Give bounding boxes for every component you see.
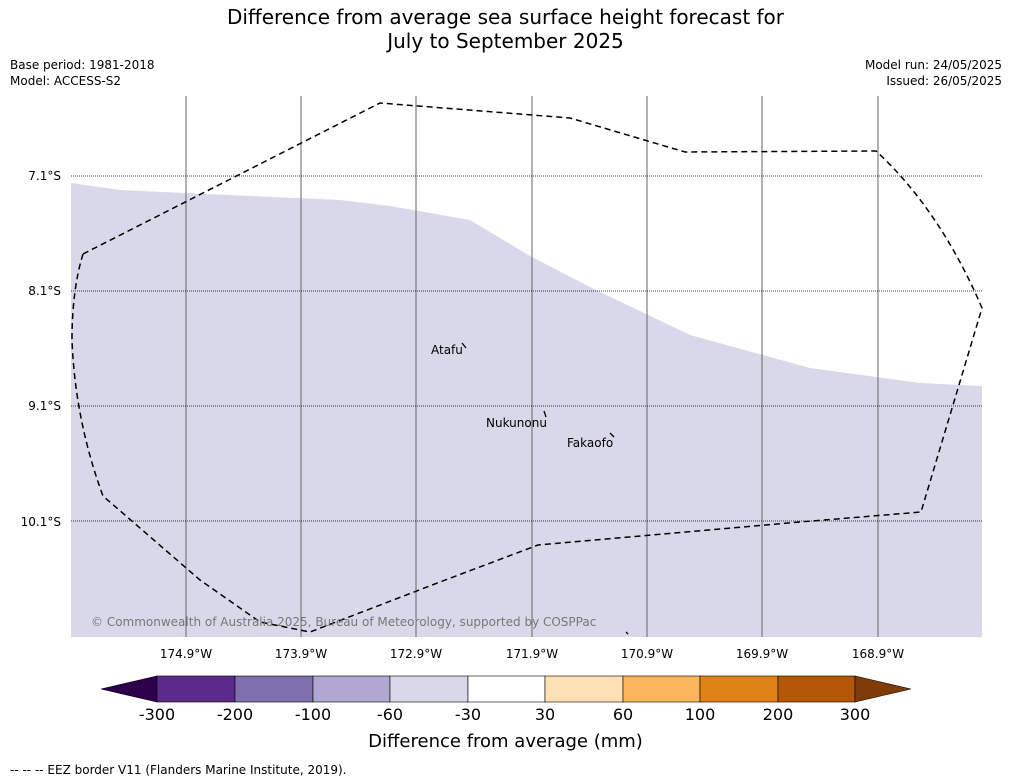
colorbar-tick-label: 200 (762, 705, 794, 724)
lon-label-169-9w: 169.9°W (735, 647, 789, 661)
lat-label-9-1s: 9.1°S (28, 399, 61, 413)
swains-island-shape (625, 631, 629, 635)
lat-label-10-1s: 10.1°S (20, 515, 61, 529)
colorbar-tick-label: 60 (612, 705, 634, 724)
lat-label-8-1s: 8.1°S (28, 284, 61, 298)
title-line-1: Difference from average sea surface heig… (226, 5, 785, 29)
colorbar-tick-label: 300 (839, 705, 871, 724)
meridian-lines (185, 96, 879, 637)
colorbar-swatch-2 (234, 675, 314, 703)
colorbar-swatch-6 (544, 675, 624, 703)
title-line-2: July to September 2025 (387, 29, 624, 53)
colorbar-tick-label: -60 (376, 705, 404, 724)
colorbar-swatch-8 (699, 675, 779, 703)
colorbar-tick-label: 100 (684, 705, 716, 724)
colorbar-tick-label: 30 (534, 705, 556, 724)
place-label-fakaofo: Fakaofo (567, 436, 613, 450)
colorbar-tick-label: -200 (216, 705, 254, 724)
chart-title: Difference from average sea surface heig… (0, 5, 1011, 53)
colorbar-swatch-3 (312, 675, 391, 703)
issued-date: Issued: 26/05/2025 (886, 74, 1002, 88)
lat-label-7-1s: 7.1°S (28, 169, 61, 183)
place-label-atafu: Atafu (431, 343, 463, 357)
base-period: Base period: 1981-2018 (10, 58, 155, 72)
meta-right: Model run: 24/05/2025 Issued: 26/05/2025 (865, 57, 1002, 89)
lon-label-171-9w: 171.9°W (505, 647, 559, 661)
colorbar-title: Difference from average (mm) (368, 731, 643, 752)
eez-border (71, 102, 983, 633)
lon-label-174-9w: 174.9°W (159, 647, 213, 661)
model-name: Model: ACCESS-S2 (10, 74, 122, 88)
island-shapes (461, 342, 629, 635)
meta-left: Base period: 1981-2018 Model: ACCESS-S2 (10, 57, 155, 89)
copyright-notice: © Commonwealth of Australia 2025, Bureau… (91, 615, 596, 629)
lon-label-168-9w: 168.9°W (851, 647, 905, 661)
colorbar-swatch-9 (777, 675, 856, 703)
place-label-nukunonu: Nukunonu (486, 416, 547, 430)
colorbar-swatch-5 (467, 675, 546, 703)
colorbar-tick-label: -300 (138, 705, 176, 724)
lon-label-172-9w: 172.9°W (389, 647, 443, 661)
colorbar-swatch-1 (156, 675, 236, 703)
colorbar-over-arrow (854, 675, 912, 703)
fakaofo-island-shape (609, 432, 615, 438)
nukunonu-island-shape (543, 410, 547, 418)
sea-level-anomaly-area (71, 183, 982, 637)
lon-label-173-9w: 173.9°W (274, 647, 328, 661)
colorbar-swatch-4 (389, 675, 469, 703)
colorbar-tick-label: -30 (454, 705, 482, 724)
model-run: Model run: 24/05/2025 (864, 58, 1002, 72)
colorbar (100, 675, 912, 703)
atafu-island-shape (461, 342, 467, 349)
eez-legend-note: -- -- -- EEZ border V11 (Flanders Marine… (10, 763, 347, 777)
colorbar-under-arrow (100, 675, 158, 703)
colorbar-swatch-7 (622, 675, 701, 703)
colorbar-tick-label: -100 (294, 705, 332, 724)
lon-label-170-9w: 170.9°W (620, 647, 674, 661)
